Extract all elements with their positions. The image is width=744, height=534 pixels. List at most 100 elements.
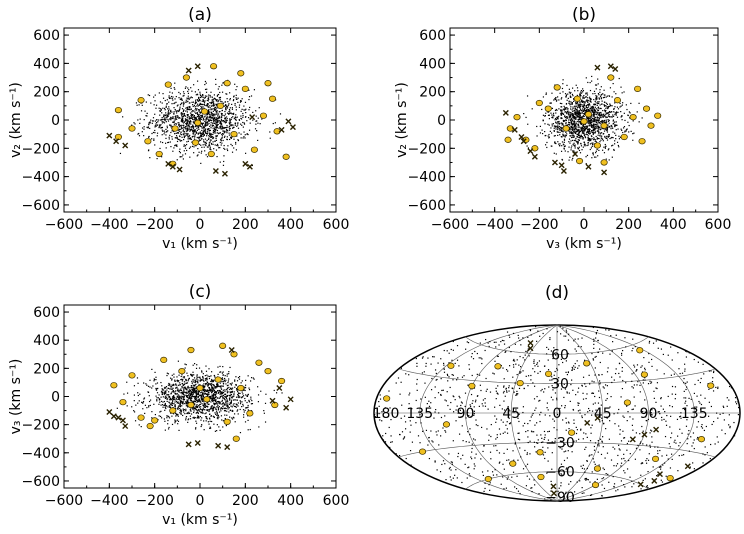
data-point — [186, 149, 188, 152]
data-point — [571, 127, 573, 129]
data-point — [579, 116, 581, 119]
data-point — [182, 127, 184, 129]
data-point — [173, 130, 175, 133]
data-point — [216, 112, 218, 114]
data-point — [220, 395, 223, 397]
data-point — [217, 383, 219, 385]
data-point — [229, 92, 231, 94]
data-point — [582, 97, 584, 99]
data-point — [575, 112, 577, 115]
data-point — [575, 130, 578, 132]
data-point — [163, 133, 165, 135]
data-point — [561, 102, 563, 105]
data-point — [239, 392, 241, 395]
data-point — [571, 114, 574, 116]
x-tick-label: −600 — [45, 493, 83, 509]
data-point — [192, 384, 194, 386]
data-point — [572, 95, 574, 97]
highlight-point — [119, 398, 127, 406]
data-point — [661, 419, 663, 421]
data-point — [263, 410, 265, 412]
data-point — [577, 101, 579, 103]
data-point — [198, 140, 200, 142]
data-point — [580, 92, 583, 94]
data-point — [201, 146, 203, 148]
data-point — [214, 116, 216, 119]
data-point — [596, 118, 598, 121]
data-point — [561, 158, 563, 161]
data-point — [593, 340, 595, 342]
data-point — [207, 103, 210, 105]
data-point — [229, 402, 231, 404]
data-point — [558, 108, 560, 110]
data-point — [190, 96, 192, 98]
data-point — [212, 98, 214, 100]
data-point — [625, 129, 628, 131]
data-point — [581, 132, 583, 134]
data-point — [261, 118, 263, 120]
data-point — [240, 118, 243, 120]
data-point — [197, 412, 199, 415]
data-point — [175, 117, 177, 119]
data-point — [568, 113, 570, 115]
data-point — [171, 374, 173, 376]
data-point — [197, 390, 199, 392]
data-point — [464, 463, 466, 465]
data-point — [233, 391, 235, 393]
highlight-point — [504, 136, 512, 143]
data-point — [565, 102, 568, 105]
data-point — [253, 378, 255, 380]
data-point — [206, 135, 208, 137]
data-point — [192, 130, 194, 132]
data-point — [557, 96, 559, 98]
data-point — [223, 379, 225, 382]
data-point — [547, 123, 549, 125]
highlight-point — [164, 81, 172, 88]
data-point — [216, 95, 218, 97]
data-point — [206, 99, 208, 102]
data-point — [195, 131, 197, 133]
data-point — [198, 404, 201, 406]
data-point — [213, 104, 215, 106]
data-point — [179, 384, 181, 386]
data-point — [568, 138, 571, 140]
data-point — [212, 137, 214, 140]
data-point — [226, 119, 228, 122]
data-point — [708, 388, 710, 390]
data-point — [197, 411, 199, 413]
data-point — [167, 373, 170, 375]
data-point — [202, 106, 204, 108]
data-point — [567, 108, 569, 110]
data-point — [204, 413, 206, 415]
data-point — [159, 147, 161, 150]
data-point — [226, 117, 228, 120]
data-point — [212, 127, 214, 129]
data-point — [164, 404, 166, 406]
data-point — [186, 133, 188, 136]
data-point — [450, 348, 452, 351]
data-point — [210, 127, 212, 129]
highlight-point — [250, 146, 258, 153]
data-point — [630, 102, 632, 105]
data-point — [194, 408, 196, 410]
data-point — [592, 127, 594, 129]
data-point — [194, 129, 196, 131]
data-point — [225, 379, 227, 381]
highlight-point — [155, 150, 163, 158]
data-point — [627, 121, 629, 123]
data-point — [227, 101, 229, 103]
data-point — [193, 395, 195, 398]
data-point — [221, 392, 223, 395]
data-point — [620, 105, 622, 107]
data-point — [195, 406, 197, 408]
data-point — [215, 100, 218, 102]
data-point — [215, 103, 218, 106]
data-point — [235, 403, 237, 405]
data-point — [174, 380, 176, 382]
data-point — [587, 129, 589, 131]
data-point — [170, 398, 173, 400]
data-point — [167, 141, 170, 143]
data-point — [600, 453, 603, 456]
data-point — [235, 149, 237, 151]
data-point — [558, 127, 560, 129]
